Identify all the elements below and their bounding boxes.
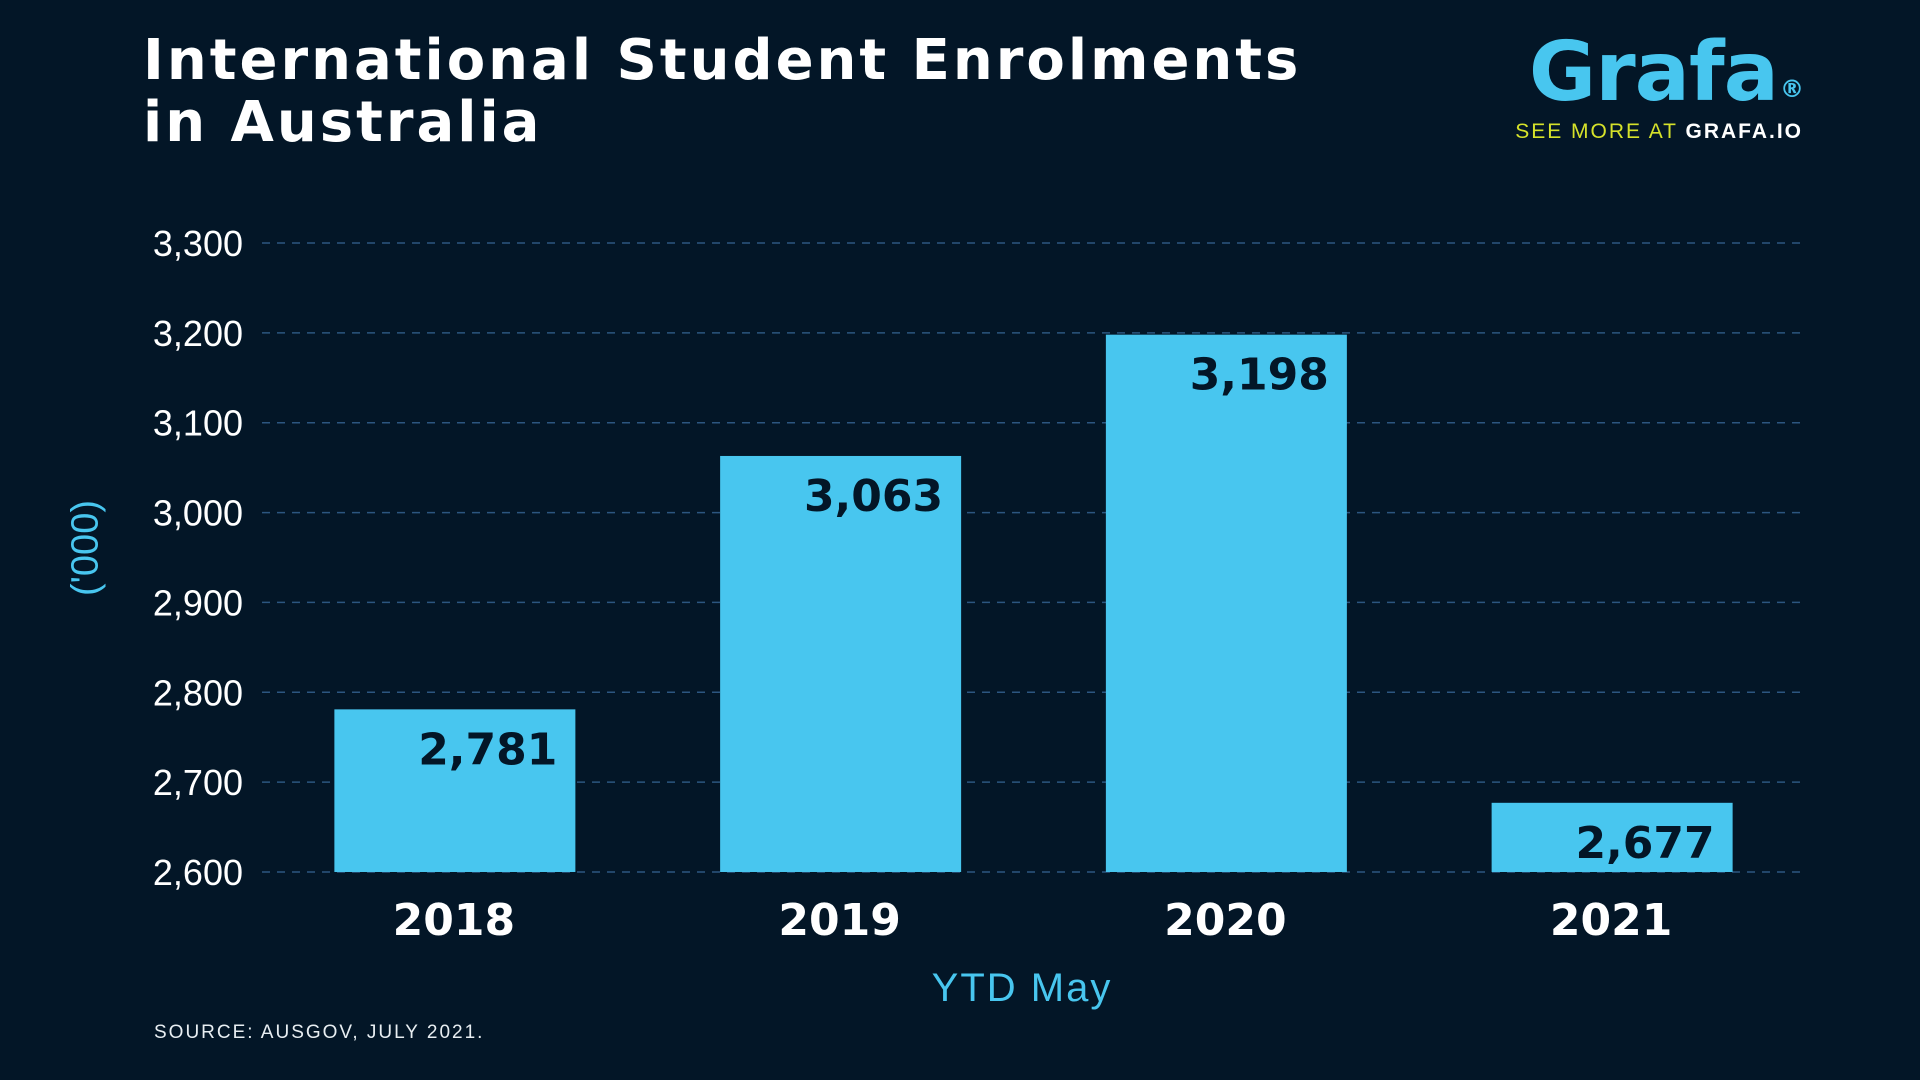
x-axis-label: YTD May <box>932 966 1113 1010</box>
bar-2020 <box>1105 334 1347 872</box>
x-tick-label: 2021 <box>1550 895 1672 946</box>
registered-mark: ® <box>1780 75 1804 103</box>
y-tick-label: 2,700 <box>153 762 243 803</box>
grafa-logo[interactable]: Grafa® <box>1515 25 1804 120</box>
bar-value-label: 2,677 <box>1575 818 1714 869</box>
bar-2019 <box>720 455 962 872</box>
y-tick-label: 2,800 <box>153 672 243 713</box>
chart-title-line-2: in Australia <box>143 90 543 155</box>
tagline-site: GRAFA.IO <box>1685 120 1803 143</box>
x-tick-label: 2019 <box>778 895 900 946</box>
x-tick-label: 2020 <box>1164 895 1286 946</box>
x-tick-label: 2018 <box>393 895 515 946</box>
chart-title: International Student Enrolments in Aust… <box>143 30 1301 154</box>
bar-2018 <box>334 709 576 872</box>
bar-value-label: 3,198 <box>1190 350 1329 401</box>
y-tick-label: 3,100 <box>153 403 243 444</box>
source-note: SOURCE: AUSGOV, JULY 2021. <box>154 1022 485 1043</box>
y-tick-label: 3,000 <box>153 493 243 534</box>
y-tick-label: 3,300 <box>153 223 243 264</box>
y-tick-label: 3,200 <box>153 313 243 354</box>
brand-tagline[interactable]: SEE MORE AT GRAFA.IO <box>1515 120 1803 144</box>
y-tick-label: 2,900 <box>153 582 243 623</box>
chart-title-line-1: International Student Enrolments <box>143 28 1302 93</box>
y-tick-label: 2,600 <box>153 852 243 893</box>
logo-text: Grafa <box>1528 25 1779 120</box>
bar-2021 <box>1491 802 1733 872</box>
bar-value-label: 3,063 <box>804 471 943 522</box>
brand-block[interactable]: Grafa® SEE MORE AT GRAFA.IO <box>1515 25 1804 144</box>
bar-value-label: 2,781 <box>418 724 557 775</box>
tagline-prefix: SEE MORE AT <box>1515 120 1678 143</box>
